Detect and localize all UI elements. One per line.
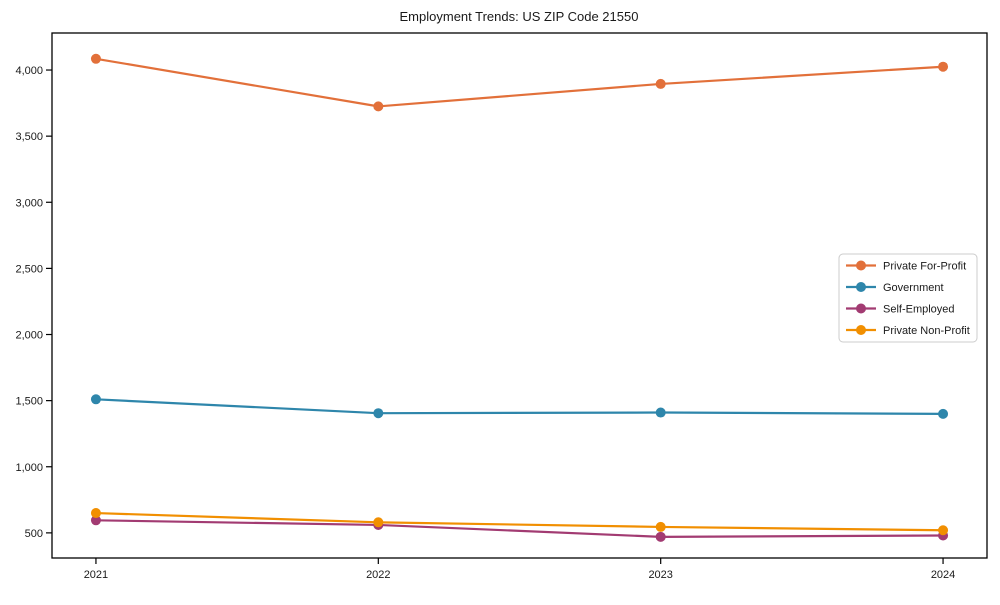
y-tick-label: 3,500 [15, 131, 43, 143]
data-point-marker [655, 521, 666, 532]
y-tick-label: 2,500 [15, 263, 43, 275]
y-tick-label: 500 [25, 528, 43, 540]
data-point-marker [90, 53, 101, 64]
legend-label: Private Non-Profit [883, 325, 970, 337]
data-point-marker [938, 525, 949, 536]
y-tick-label: 4,000 [15, 65, 43, 77]
data-point-marker [373, 101, 384, 112]
data-point-marker [373, 408, 384, 419]
data-point-marker [655, 78, 666, 89]
series-line [94, 57, 945, 108]
legend-label: Private For-Profit [883, 261, 966, 273]
y-tick-label: 3,000 [15, 197, 43, 209]
data-point-marker [90, 394, 101, 405]
data-point-marker [90, 515, 101, 526]
data-point-marker [373, 517, 384, 528]
series-line [94, 511, 945, 532]
x-tick-label: 2022 [366, 569, 390, 581]
y-tick-label: 1,500 [15, 396, 43, 408]
data-point-marker [938, 408, 949, 419]
legend-marker [856, 303, 866, 314]
plot-frame [51, 32, 988, 559]
data-point-marker [655, 531, 666, 542]
chart-title: Employment Trends: US ZIP Code 21550 [400, 9, 639, 24]
legend-marker [856, 260, 866, 271]
data-point-marker [655, 407, 666, 418]
legend-box [838, 253, 978, 343]
plot-area: 500 1,000 1,500 2,000 2,500 3,000 3,500 4,000 20… [15, 32, 988, 581]
series-line [94, 519, 945, 538]
legend-label: Self-Employed [883, 304, 955, 316]
x-tick-label: 2024 [931, 569, 955, 581]
legend-marker [856, 282, 866, 292]
data-point-marker [938, 61, 949, 72]
y-tick-label: 2,000 [15, 330, 43, 342]
data-point-marker [90, 508, 101, 519]
legend-label: Government [883, 282, 944, 294]
legend-marker [856, 325, 866, 335]
x-tick-label: 2021 [84, 569, 108, 581]
series-line [94, 398, 945, 415]
x-tick-label: 2023 [648, 569, 672, 581]
y-tick-label: 1,000 [15, 462, 43, 474]
